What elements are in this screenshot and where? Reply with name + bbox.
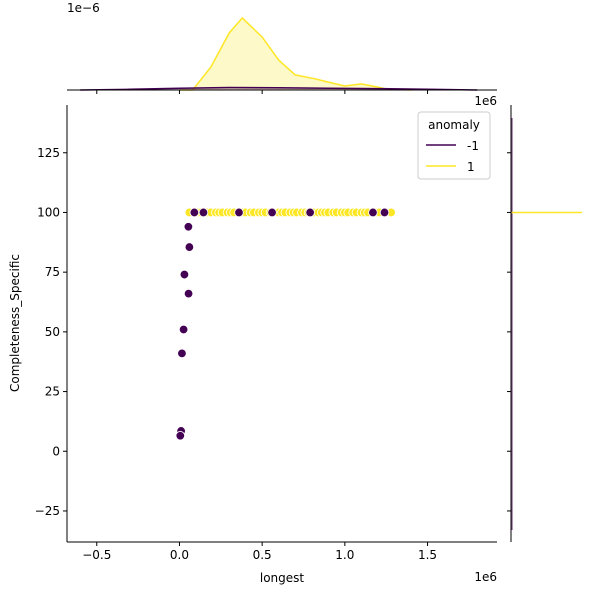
- x-tick-label: 1.0: [335, 548, 354, 562]
- y-tick-label: 100: [37, 205, 60, 219]
- point--1: [179, 269, 190, 280]
- x-offset-label: 1e6: [474, 570, 497, 584]
- point--1: [175, 431, 185, 441]
- y-axis-label: Completeness_Specific: [8, 254, 22, 392]
- scatter-points: [175, 207, 396, 441]
- point--1: [267, 207, 277, 218]
- x-tick-label: 0.5: [253, 548, 272, 562]
- point--1: [379, 207, 390, 218]
- point--1: [234, 207, 244, 218]
- point--1: [305, 207, 315, 218]
- point--1: [189, 207, 200, 218]
- legend-label-neg1: -1: [467, 139, 479, 153]
- legend-label-1: 1: [467, 160, 475, 174]
- kde-line--1: [80, 86, 478, 91]
- point--1: [184, 242, 195, 252]
- point--1: [198, 207, 209, 218]
- y-tick-label: 50: [45, 325, 60, 339]
- x-tick-label: −0.5: [82, 548, 111, 562]
- right-marginal-kde: [511, 118, 582, 530]
- top-marginal-x-offset-label: 1e6: [474, 94, 497, 108]
- x-tick-label: 1.5: [418, 548, 437, 562]
- x-tick-label: 0.0: [170, 548, 189, 562]
- legend: anomaly -1 1: [417, 111, 491, 180]
- kde-fill--1: [80, 87, 478, 90]
- point--1: [183, 222, 194, 232]
- point--1: [178, 324, 189, 335]
- point--1: [177, 348, 187, 359]
- axes: −0.5 0.0 0.5 1.0 1.5 −25 0 25 50 75 100 125: [35, 89, 512, 562]
- y-tick-label: 75: [45, 265, 60, 279]
- y-tick-label: 25: [45, 385, 60, 399]
- top-marginal-kde: [80, 16, 478, 91]
- y-tick-label: −25: [35, 504, 60, 518]
- top-marginal-y-offset-label: 1e−6: [67, 1, 100, 15]
- legend-title: anomaly: [428, 118, 480, 132]
- y-tick-label: 125: [37, 146, 60, 160]
- x-axis-label: longest: [260, 571, 305, 585]
- kde-fill-1: [179, 18, 411, 90]
- kde-line-1: [179, 16, 412, 91]
- point--1: [368, 207, 378, 218]
- y-tick-label: 0: [52, 444, 60, 458]
- point--1: [183, 288, 194, 299]
